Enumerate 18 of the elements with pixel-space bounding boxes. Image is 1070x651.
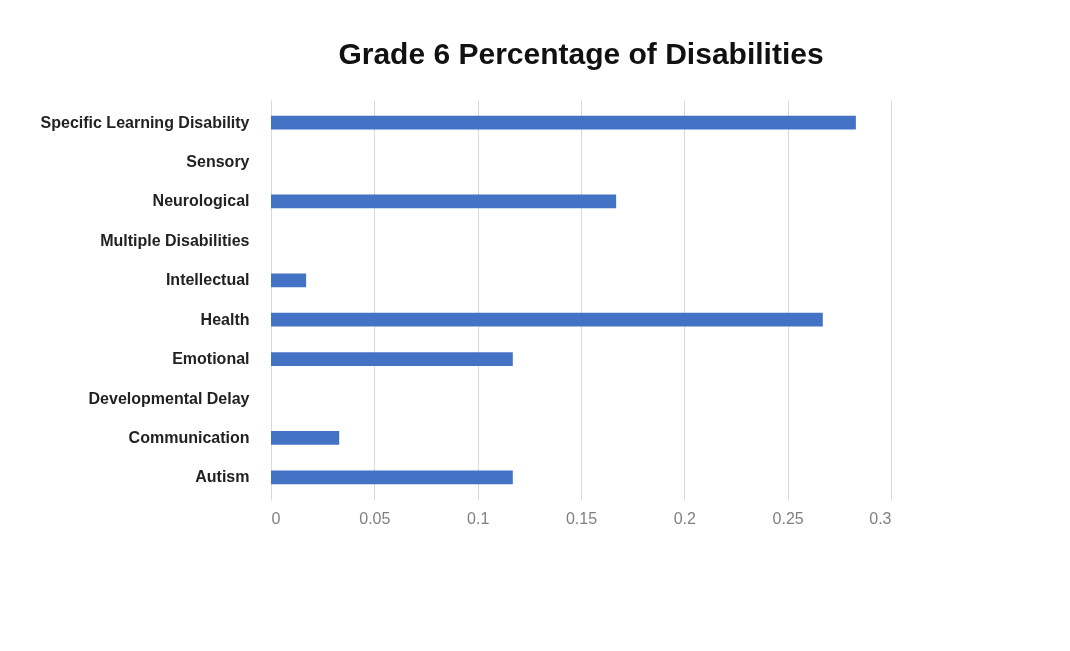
- y-tick-label: Specific Learning Disability: [40, 113, 250, 131]
- x-tick-label: 0.25: [772, 509, 804, 527]
- y-tick-label: Intellectual: [165, 271, 250, 289]
- x-tick-label: 0.2: [673, 509, 697, 527]
- x-tick-label: 0.15: [565, 509, 598, 527]
- chart-title: Grade 6 Percentage of Disabilities: [338, 37, 824, 70]
- y-tick-label: Communication: [128, 428, 250, 446]
- y-tick-label: Multiple Disabilities: [100, 231, 250, 249]
- y-tick-label: Emotional: [172, 350, 250, 368]
- y-tick-label: Developmental Delay: [88, 389, 250, 407]
- x-tick-label: 0.05: [359, 509, 391, 527]
- x-tick-label: 0.1: [467, 509, 490, 527]
- y-tick-label: Neurological: [152, 192, 250, 210]
- y-tick-label: Autism: [195, 468, 250, 486]
- x-tick-label: 0: [271, 509, 281, 527]
- x-tick-label: 0.3: [869, 509, 892, 527]
- y-tick-label: Sensory: [186, 153, 250, 171]
- y-tick-label: Health: [200, 310, 250, 328]
